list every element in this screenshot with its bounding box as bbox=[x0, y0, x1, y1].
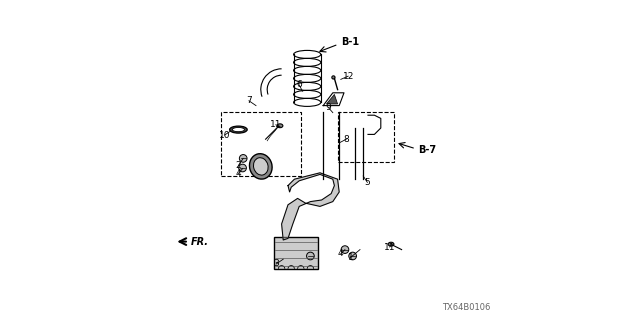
Text: B-1: B-1 bbox=[340, 37, 359, 47]
Text: 3: 3 bbox=[273, 260, 279, 268]
Ellipse shape bbox=[232, 127, 244, 132]
Text: 9: 9 bbox=[326, 103, 332, 112]
Text: 5: 5 bbox=[365, 178, 370, 187]
Ellipse shape bbox=[250, 154, 272, 179]
Text: 4: 4 bbox=[236, 169, 241, 178]
Text: 1: 1 bbox=[348, 253, 353, 262]
Ellipse shape bbox=[239, 164, 246, 172]
Text: 11: 11 bbox=[384, 243, 396, 252]
Ellipse shape bbox=[388, 242, 394, 246]
Ellipse shape bbox=[332, 76, 335, 79]
Text: 11: 11 bbox=[270, 120, 282, 129]
Text: 4: 4 bbox=[338, 249, 344, 258]
Ellipse shape bbox=[349, 252, 356, 260]
Text: 12: 12 bbox=[342, 72, 354, 81]
Text: FR.: FR. bbox=[191, 237, 209, 247]
Text: 10: 10 bbox=[219, 131, 230, 140]
Text: 6: 6 bbox=[296, 80, 302, 89]
Ellipse shape bbox=[230, 126, 247, 133]
Ellipse shape bbox=[307, 252, 314, 260]
Ellipse shape bbox=[239, 155, 247, 162]
Text: TX64B0106: TX64B0106 bbox=[442, 303, 490, 312]
FancyBboxPatch shape bbox=[274, 237, 319, 269]
Ellipse shape bbox=[253, 158, 268, 175]
Text: B-7: B-7 bbox=[419, 145, 436, 155]
Ellipse shape bbox=[341, 246, 349, 253]
Text: 2: 2 bbox=[236, 161, 241, 170]
Bar bbox=[338, 112, 394, 162]
Bar bbox=[221, 112, 301, 176]
Text: 8: 8 bbox=[344, 135, 349, 144]
Text: 7: 7 bbox=[246, 96, 252, 105]
Polygon shape bbox=[326, 94, 338, 104]
Ellipse shape bbox=[277, 124, 283, 128]
Polygon shape bbox=[282, 173, 339, 240]
